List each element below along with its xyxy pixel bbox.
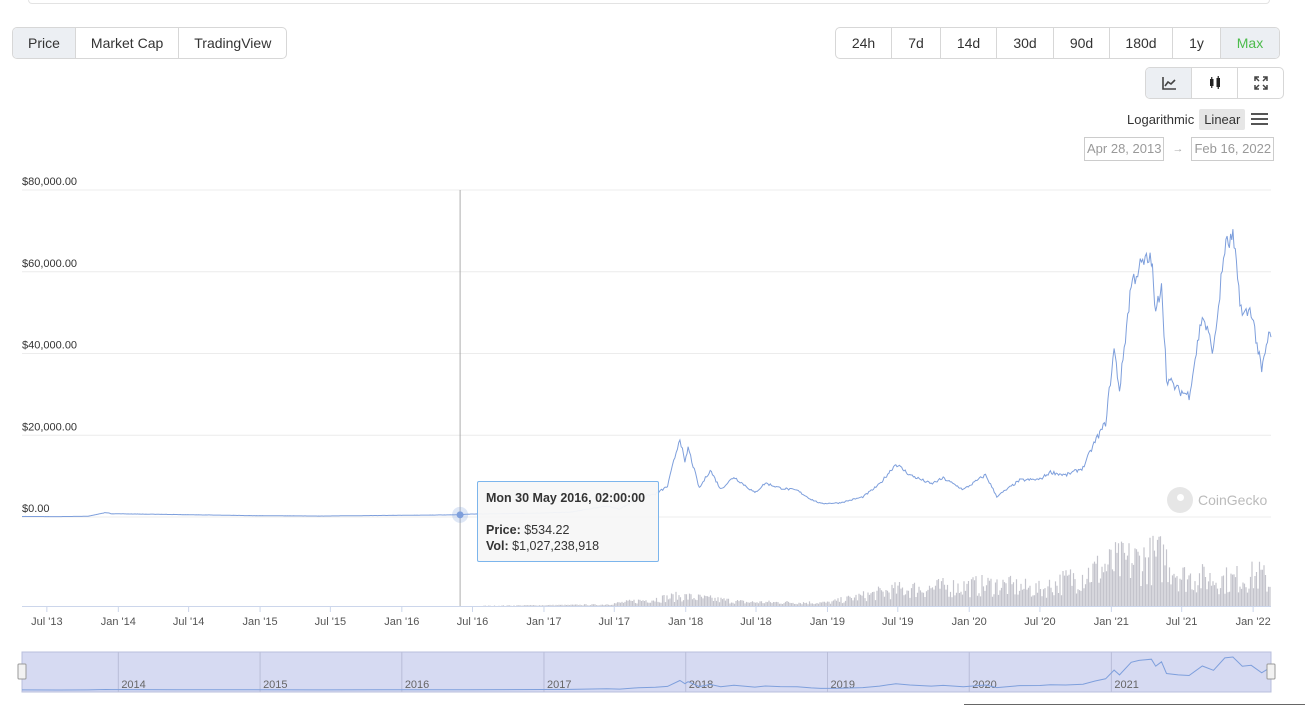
x-tick-label: Jan '22 <box>1236 616 1271 628</box>
tab-price[interactable]: Price <box>13 28 76 58</box>
date-to-input[interactable]: Feb 16, 2022 <box>1191 137 1275 161</box>
y-tick-label: $20,000.00 <box>22 421 77 433</box>
bottom-divider <box>964 704 1305 705</box>
x-tick-label: Jul '21 <box>1166 616 1197 628</box>
tooltip-price-value: $534.22 <box>524 523 570 537</box>
navigator-line <box>21 656 1272 691</box>
navigator-label: 2018 <box>689 679 713 691</box>
x-tick-label: Jul '14 <box>173 616 204 628</box>
chart-tooltip: Mon 30 May 2016, 02:00:00 Price: $534.22… <box>477 481 659 562</box>
watermark-text: CoinGecko <box>1198 492 1268 508</box>
logarithmic-option[interactable]: Logarithmic <box>1127 112 1195 127</box>
tooltip-price-label: Price: <box>486 523 521 537</box>
tooltip-volume: Vol: $1,027,238,918 <box>486 539 599 553</box>
date-from-input[interactable]: Apr 28, 2013 <box>1084 137 1165 161</box>
y-tick-label: $80,000.00 <box>22 176 77 188</box>
tooltip-vol-value: $1,027,238,918 <box>512 539 600 553</box>
x-tick-label: Jan '17 <box>526 616 561 628</box>
coingecko-logo-icon <box>1167 487 1193 513</box>
navigator-label: 2019 <box>830 679 854 691</box>
candlestick-button[interactable] <box>1192 68 1238 98</box>
fullscreen-button[interactable] <box>1238 68 1283 98</box>
price-chart[interactable]: $0.00 $20,000.00 $40,000.00 $60,000.00 $80,0… <box>0 170 1305 706</box>
chart-mode-selector <box>1145 67 1284 99</box>
range-max-button[interactable]: Max <box>1221 28 1279 58</box>
tooltip-vol-label: Vol: <box>486 539 509 553</box>
x-tick-label: Jul '17 <box>599 616 630 628</box>
range-180d-button[interactable]: 180d <box>1110 28 1173 58</box>
navigator-label: 2021 <box>1114 679 1138 691</box>
navigator-label: 2017 <box>547 679 571 691</box>
x-tick-label: Jan '18 <box>668 616 703 628</box>
x-tick-label: Jan '20 <box>952 616 987 628</box>
navigator-right-handle[interactable] <box>1266 663 1276 680</box>
x-tick-label: Jan '14 <box>101 616 136 628</box>
top-card-border <box>28 0 1270 4</box>
candlestick-icon <box>1209 76 1220 89</box>
navigator-label: 2016 <box>405 679 429 691</box>
x-tick-label: Jul '20 <box>1024 616 1055 628</box>
navigator-label: 2014 <box>121 679 145 691</box>
highlight-point <box>456 511 464 519</box>
y-tick-label: $0.00 <box>22 503 50 515</box>
x-tick-label: Jan '16 <box>384 616 419 628</box>
time-range-selector: 24h 7d 14d 30d 90d 180d 1y Max <box>835 27 1280 59</box>
line-chart-icon <box>1161 77 1176 90</box>
hamburger-menu-icon[interactable] <box>1251 113 1269 126</box>
range-14d-button[interactable]: 14d <box>941 28 997 58</box>
tooltip-title: Mon 30 May 2016, 02:00:00 <box>486 491 646 505</box>
navigator-left-handle[interactable] <box>17 663 27 680</box>
navigator-selection[interactable] <box>21 651 1272 693</box>
range-7d-button[interactable]: 7d <box>892 28 941 58</box>
y-tick-label: $60,000.00 <box>22 258 77 270</box>
x-tick-label: Jul '15 <box>315 616 346 628</box>
range-1y-button[interactable]: 1y <box>1173 28 1221 58</box>
volume-bars <box>483 535 1271 606</box>
x-tick-label: Jan '19 <box>810 616 845 628</box>
x-tick-label: Jul '18 <box>740 616 771 628</box>
range-24h-button[interactable]: 24h <box>836 28 892 58</box>
linear-option[interactable]: Linear <box>1199 109 1246 130</box>
line-chart-button[interactable] <box>1146 68 1192 98</box>
tooltip-price: Price: $534.22 <box>486 523 569 537</box>
y-tick-label: $40,000.00 <box>22 340 77 352</box>
x-tick-label: Jul '13 <box>31 616 62 628</box>
range-30d-button[interactable]: 30d <box>997 28 1054 58</box>
scale-toggle: Logarithmic Linear <box>1122 109 1269 130</box>
fullscreen-icon <box>1253 76 1268 90</box>
chart-type-tabs: Price Market Cap TradingView <box>12 27 288 59</box>
navigator-label: 2015 <box>263 679 287 691</box>
x-tick-label: Jan '15 <box>243 616 278 628</box>
price-line <box>22 229 1272 518</box>
date-arrow: → <box>1172 143 1184 155</box>
coingecko-watermark: CoinGecko <box>1167 487 1267 513</box>
tab-tradingview[interactable]: TradingView <box>194 35 272 51</box>
x-tick-label: Jul '16 <box>457 616 488 628</box>
x-tick-label: Jul '19 <box>882 616 913 628</box>
range-90d-button[interactable]: 90d <box>1054 28 1110 58</box>
tab-market-cap[interactable]: Market Cap <box>76 28 180 58</box>
date-range: Apr 28, 2013 → Feb 16, 2022 <box>1084 137 1275 161</box>
x-tick-label: Jan '21 <box>1094 616 1129 628</box>
